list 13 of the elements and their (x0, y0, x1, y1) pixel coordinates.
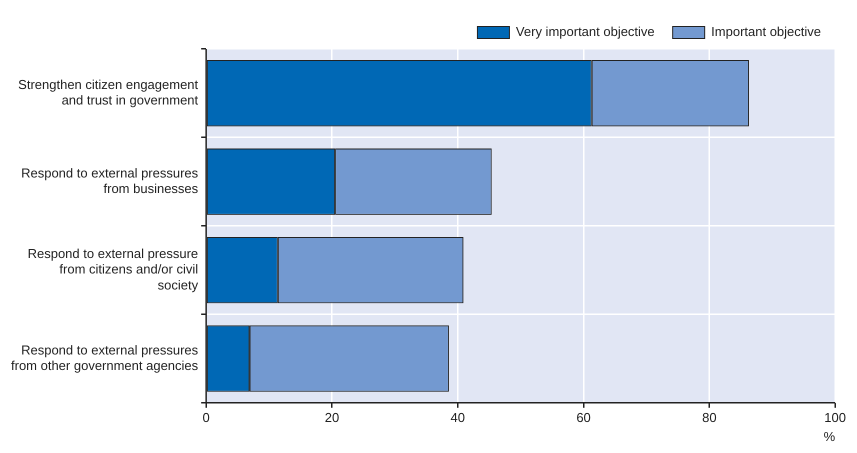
x-tick-label: 20 (324, 410, 340, 426)
y-tick-label: Respond to external pressures from businesses (21, 165, 199, 196)
y-tick-label: Respond to external pressures from other government agencies (11, 342, 199, 373)
legend-label: Important objective (711, 24, 822, 40)
x-tick-label: 60 (576, 410, 591, 426)
legend-label: Very important objective (516, 24, 655, 40)
x-tick-label: 80 (702, 410, 717, 426)
y-tick-label: Strengthen citizen engagement and trust in government (18, 77, 199, 108)
x-tick-label: 0 (202, 410, 210, 426)
x-tick-label: 100 (824, 410, 846, 426)
y-tick-label: Respond to external pressure from citizens and/or civil society (28, 246, 199, 292)
x-tick-label: 40 (450, 410, 465, 426)
x-axis-title: % (824, 428, 836, 444)
